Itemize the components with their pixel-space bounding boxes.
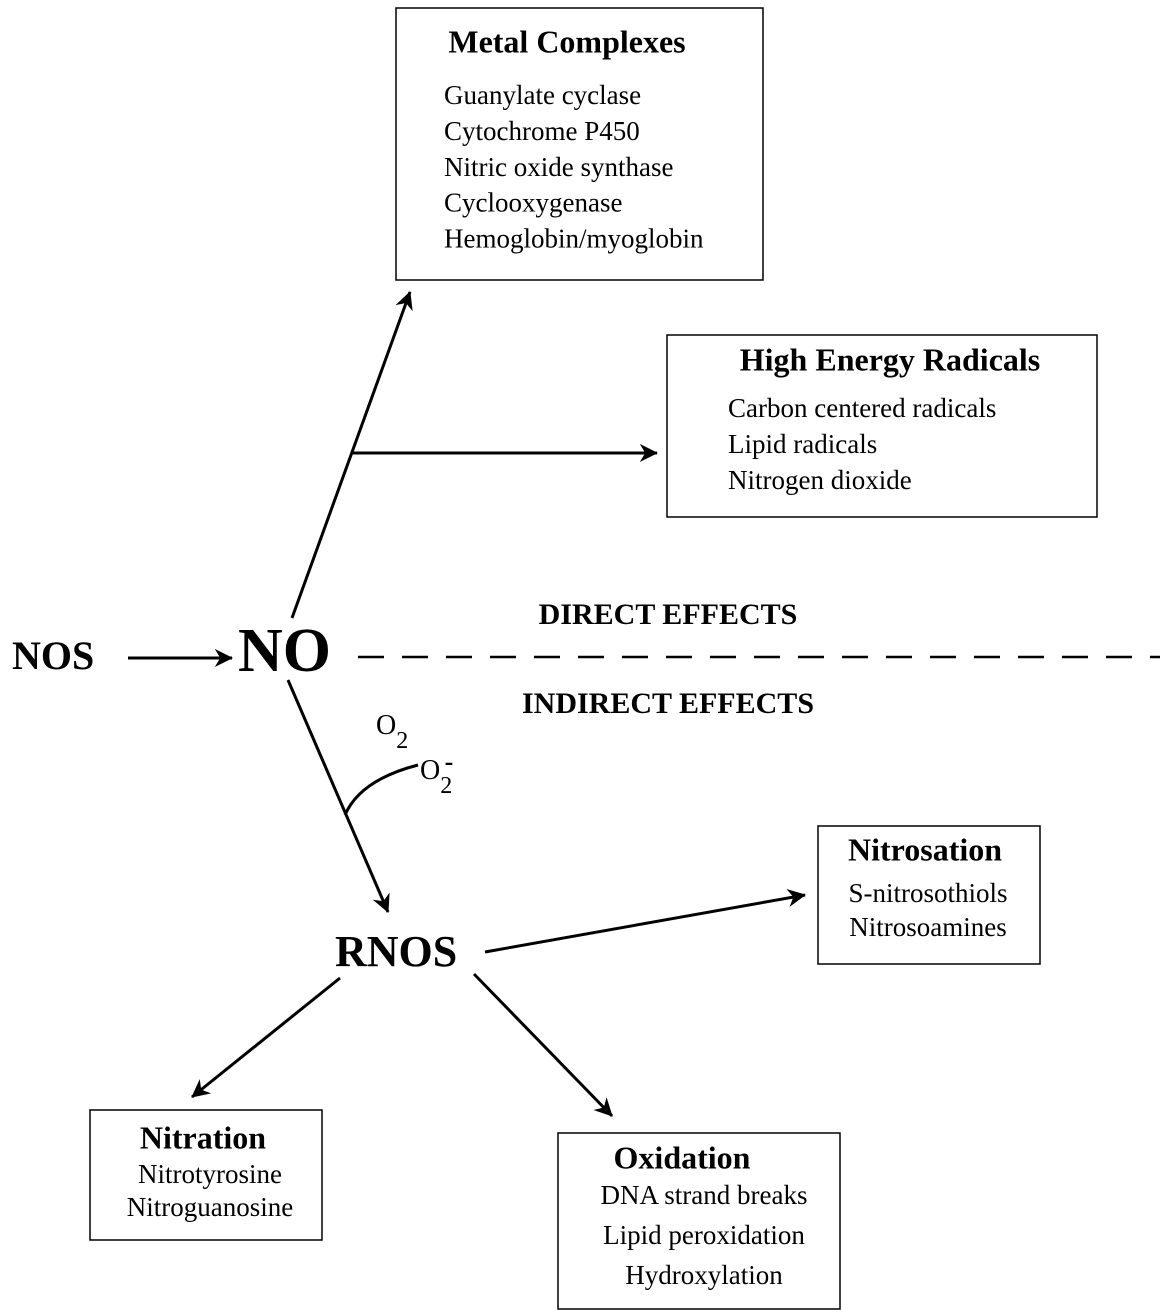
- box-item: Guanylate cyclase: [444, 80, 641, 110]
- box-item: Hemoglobin/myoglobin: [444, 223, 704, 253]
- box-item: Lipid peroxidation: [603, 1220, 805, 1250]
- arrow: [290, 291, 413, 619]
- box-item: Cytochrome P450: [444, 116, 640, 146]
- arrow: [191, 976, 341, 1099]
- box-item: Nitroguanosine: [127, 1192, 293, 1222]
- box-item: DNA strand breaks: [601, 1180, 808, 1210]
- box-title: Nitrosation: [848, 831, 1002, 867]
- node-rnos: RNOS: [335, 927, 457, 976]
- box-item: Carbon centered radicals: [728, 393, 996, 423]
- region-label: INDIRECT EFFECTS: [522, 687, 814, 720]
- box-item: Nitric oxide synthase: [444, 152, 673, 182]
- reactant-base: O: [376, 710, 396, 741]
- arrow: [286, 679, 390, 913]
- box-title: Nitration: [140, 1119, 266, 1155]
- box-title: High Energy Radicals: [740, 341, 1040, 377]
- region-label: DIRECT EFFECTS: [539, 598, 798, 631]
- box-texts: Metal Complexes Guanylate cyclase Cytochro…: [127, 23, 1040, 1290]
- reactant-sub: 2: [440, 773, 452, 799]
- box-item: Nitrosoamines: [849, 912, 1006, 942]
- box-nitration: [89, 1109, 323, 1241]
- reactant-sub: 2: [396, 728, 408, 754]
- box-item: Cyclooxygenase: [444, 188, 622, 218]
- reactant-sup: -: [445, 747, 454, 776]
- reactant-base: O: [420, 755, 440, 786]
- box-high-energy-radicals: [666, 334, 1098, 518]
- box-metal-complexes: [395, 7, 764, 281]
- box-oxidation: [557, 1132, 841, 1310]
- node-no: NO: [238, 617, 331, 685]
- arrow: [484, 889, 806, 954]
- box-item: Hydroxylation: [625, 1260, 783, 1290]
- reaction-curve: [343, 763, 419, 816]
- reactant: O2: [376, 710, 408, 753]
- box-item: Nitrotyrosine: [138, 1159, 282, 1189]
- arrow: [472, 972, 614, 1118]
- box-title: Metal Complexes: [448, 23, 685, 59]
- node-nos: NOS: [12, 633, 94, 678]
- box-title: Oxidation: [614, 1139, 751, 1175]
- reactant: O2: [420, 755, 452, 798]
- box-nitrosation: [817, 825, 1041, 965]
- box-item: Lipid radicals: [728, 429, 877, 459]
- box-item: Nitrogen dioxide: [728, 465, 912, 495]
- box-item: S-nitrosothiols: [848, 878, 1007, 908]
